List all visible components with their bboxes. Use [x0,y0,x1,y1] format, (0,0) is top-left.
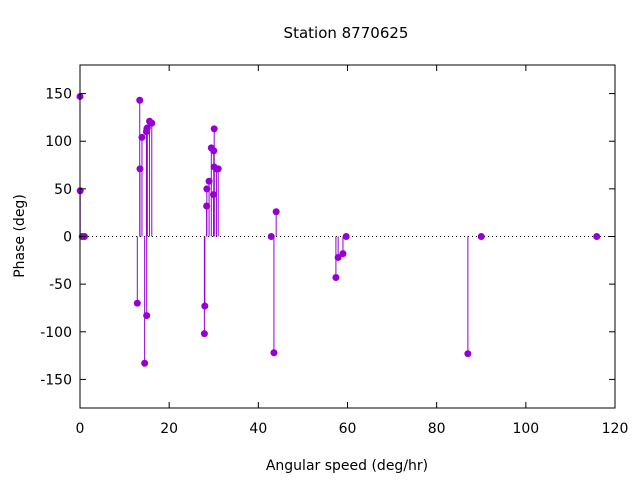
data-point [201,302,209,310]
y-tick-label: 0 [63,230,72,246]
x-tick-label: 40 [249,421,267,437]
x-tick-label: 60 [339,421,357,437]
data-point [342,233,350,240]
data-point [133,299,141,307]
x-tick-label: 80 [428,421,446,437]
y-tick-label: -100 [40,325,72,341]
data-point [477,233,485,240]
x-axis-ticks: 0 20 40 60 80 100 120 [76,65,629,437]
y-tick-label: -150 [40,372,72,388]
x-axis-label: Angular speed (deg/hr) [266,458,428,474]
data-point [464,350,472,358]
x-tick-label: 0 [76,421,85,437]
data-point [272,208,280,216]
x-tick-label: 20 [160,421,178,437]
y-tick-label: -50 [49,277,72,293]
data-point [593,233,601,240]
data-point [267,233,275,240]
data-point [141,359,149,367]
x-tick-label: 100 [512,421,539,437]
y-tick-label: 150 [45,87,72,103]
data-point [332,273,340,281]
y-tick-label: 50 [54,182,72,198]
data-point [210,125,218,133]
data-point [334,253,342,261]
y-axis-label: Phase (deg) [12,194,28,278]
y-tick-label: 100 [45,134,72,150]
x-tick-label: 120 [602,421,629,437]
data-point [200,330,208,338]
data-point [143,312,151,320]
y-axis-ticks: -150 -100 -50 0 50 100 150 [40,87,615,388]
data-point [339,250,347,258]
chart-title: Station 8770625 [284,24,409,42]
data-point [270,349,278,357]
data-point [136,96,144,104]
data-marks [76,92,601,367]
data-point [214,165,222,173]
data-point [138,133,146,141]
data-point [148,119,156,127]
